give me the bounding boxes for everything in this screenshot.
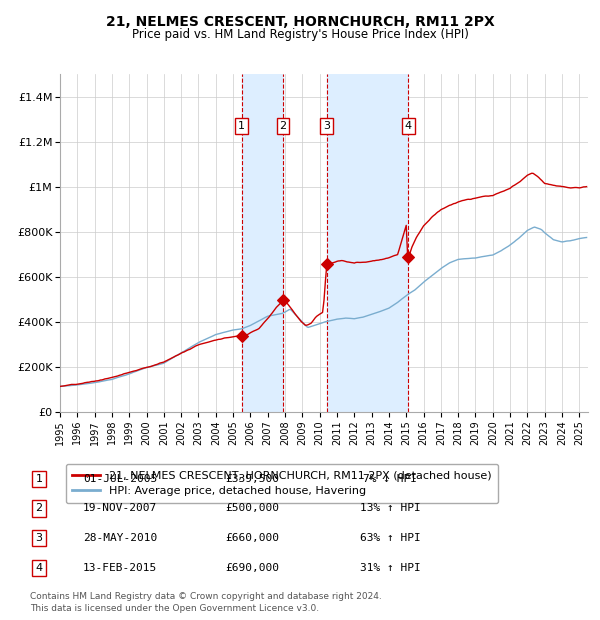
Text: Contains HM Land Registry data © Crown copyright and database right 2024.: Contains HM Land Registry data © Crown c… bbox=[30, 592, 382, 601]
Text: 13% ↑ HPI: 13% ↑ HPI bbox=[359, 503, 421, 513]
Text: 3: 3 bbox=[35, 533, 43, 543]
Legend: 21, NELMES CRESCENT, HORNCHURCH, RM11 2PX (detached house), HPI: Average price, : 21, NELMES CRESCENT, HORNCHURCH, RM11 2P… bbox=[65, 464, 498, 503]
Text: 2: 2 bbox=[35, 503, 43, 513]
Bar bbox=[326, 74, 409, 412]
Text: £339,500: £339,500 bbox=[225, 474, 279, 484]
Text: £660,000: £660,000 bbox=[225, 533, 279, 543]
Text: 01-JUL-2005: 01-JUL-2005 bbox=[83, 474, 157, 484]
Text: 3: 3 bbox=[323, 122, 330, 131]
Text: 1: 1 bbox=[238, 122, 245, 131]
Bar bbox=[242, 74, 283, 412]
Text: 21, NELMES CRESCENT, HORNCHURCH, RM11 2PX: 21, NELMES CRESCENT, HORNCHURCH, RM11 2P… bbox=[106, 16, 494, 30]
Text: 2: 2 bbox=[280, 122, 287, 131]
Text: 13-FEB-2015: 13-FEB-2015 bbox=[83, 563, 157, 573]
Text: £500,000: £500,000 bbox=[225, 503, 279, 513]
Text: This data is licensed under the Open Government Licence v3.0.: This data is licensed under the Open Gov… bbox=[30, 603, 319, 613]
Point bbox=[237, 331, 247, 341]
Text: £690,000: £690,000 bbox=[225, 563, 279, 573]
Text: 28-MAY-2010: 28-MAY-2010 bbox=[83, 533, 157, 543]
Point bbox=[322, 259, 331, 268]
Text: 19-NOV-2007: 19-NOV-2007 bbox=[83, 503, 157, 513]
Text: 63% ↑ HPI: 63% ↑ HPI bbox=[359, 533, 421, 543]
Text: 31% ↑ HPI: 31% ↑ HPI bbox=[359, 563, 421, 573]
Text: 1: 1 bbox=[35, 474, 43, 484]
Text: 4: 4 bbox=[405, 122, 412, 131]
Point bbox=[404, 252, 413, 262]
Point bbox=[278, 294, 288, 304]
Text: 7% ↓ HPI: 7% ↓ HPI bbox=[363, 474, 417, 484]
Text: Price paid vs. HM Land Registry's House Price Index (HPI): Price paid vs. HM Land Registry's House … bbox=[131, 28, 469, 41]
Text: 4: 4 bbox=[35, 563, 43, 573]
